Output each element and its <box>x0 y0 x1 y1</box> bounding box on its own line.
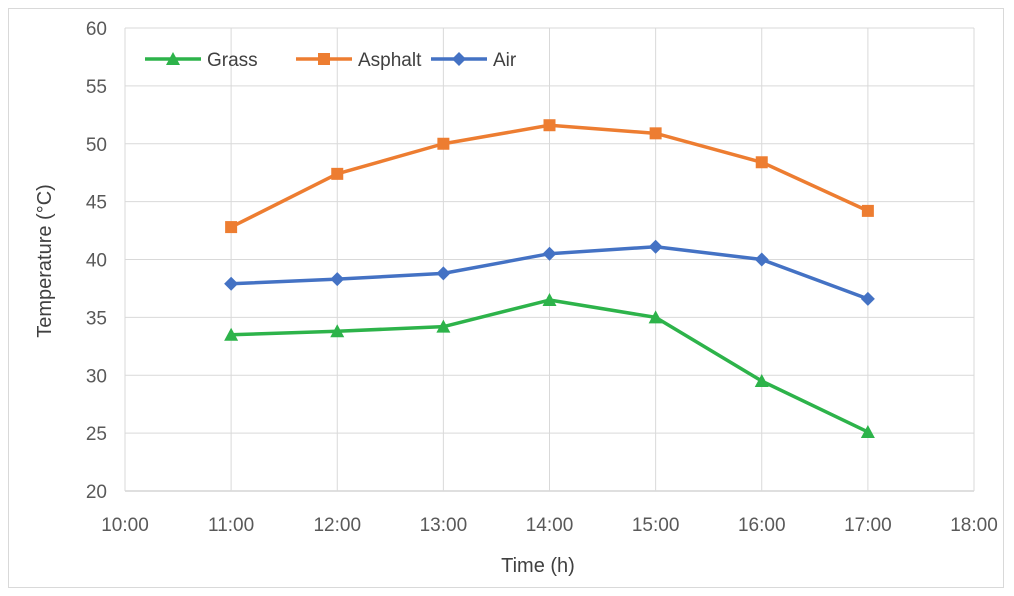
x-axis-title: Time (h) <box>501 555 575 577</box>
legend-label: Grass <box>207 50 258 71</box>
y-tick-label: 30 <box>86 366 107 387</box>
x-tick-label: 16:00 <box>738 515 786 536</box>
data-point-asphalt <box>543 119 556 132</box>
legend-marker-air <box>452 52 466 66</box>
x-tick-label: 18:00 <box>950 515 998 536</box>
y-tick-labels: 20 25 30 35 40 45 50 55 60 <box>86 19 107 503</box>
data-point-air <box>648 239 663 254</box>
data-point-asphalt <box>755 156 768 169</box>
data-point-air <box>436 266 451 281</box>
data-point-asphalt <box>437 137 450 150</box>
series-air <box>224 239 875 306</box>
data-point-asphalt <box>649 127 662 140</box>
series-asphalt <box>225 119 874 234</box>
data-point-grass <box>754 374 769 388</box>
legend-marker-grass <box>166 52 180 65</box>
data-point-air <box>224 276 239 291</box>
data-point-grass <box>330 324 345 338</box>
legend-marker-asphalt <box>318 53 330 65</box>
data-point-asphalt <box>225 221 238 234</box>
legend: Grass Asphalt Air <box>145 50 517 71</box>
y-tick-label: 35 <box>86 308 107 329</box>
x-tick-labels: 10:00 11:00 12:00 13:00 14:00 15:00 16:00 17:00… <box>101 515 998 536</box>
series-layer <box>224 119 875 438</box>
y-axis-title: Temperature (°C) <box>34 184 56 338</box>
y-tick-label: 50 <box>86 135 107 156</box>
data-point-asphalt <box>331 167 344 180</box>
gridlines <box>124 27 975 492</box>
data-point-grass <box>648 310 663 324</box>
x-tick-label: 10:00 <box>101 515 149 536</box>
legend-item-asphalt: Asphalt <box>296 50 422 71</box>
x-tick-label: 11:00 <box>208 515 254 536</box>
series-grass <box>224 293 875 438</box>
legend-label: Air <box>493 50 517 71</box>
y-tick-label: 60 <box>86 19 107 40</box>
y-tick-label: 25 <box>86 424 107 445</box>
data-point-grass <box>542 293 557 307</box>
data-point-air <box>860 291 875 306</box>
y-tick-label: 40 <box>86 251 107 272</box>
x-tick-label: 15:00 <box>632 515 680 536</box>
data-point-grass <box>860 424 875 438</box>
x-tick-label: 17:00 <box>844 515 892 536</box>
data-point-air <box>754 252 769 267</box>
x-tick-label: 14:00 <box>526 515 574 536</box>
data-point-air <box>330 272 345 287</box>
data-point-asphalt <box>861 204 874 217</box>
legend-item-grass: Grass <box>145 50 258 71</box>
data-point-grass <box>436 319 451 333</box>
x-tick-label: 12:00 <box>313 515 361 536</box>
x-tick-label: 13:00 <box>420 515 468 536</box>
y-tick-label: 55 <box>86 77 107 98</box>
y-tick-label: 20 <box>86 482 107 503</box>
legend-label: Asphalt <box>358 50 422 71</box>
legend-item-air: Air <box>431 50 517 71</box>
data-point-air <box>542 246 557 261</box>
data-point-grass <box>224 327 239 341</box>
y-tick-label: 45 <box>86 193 107 214</box>
